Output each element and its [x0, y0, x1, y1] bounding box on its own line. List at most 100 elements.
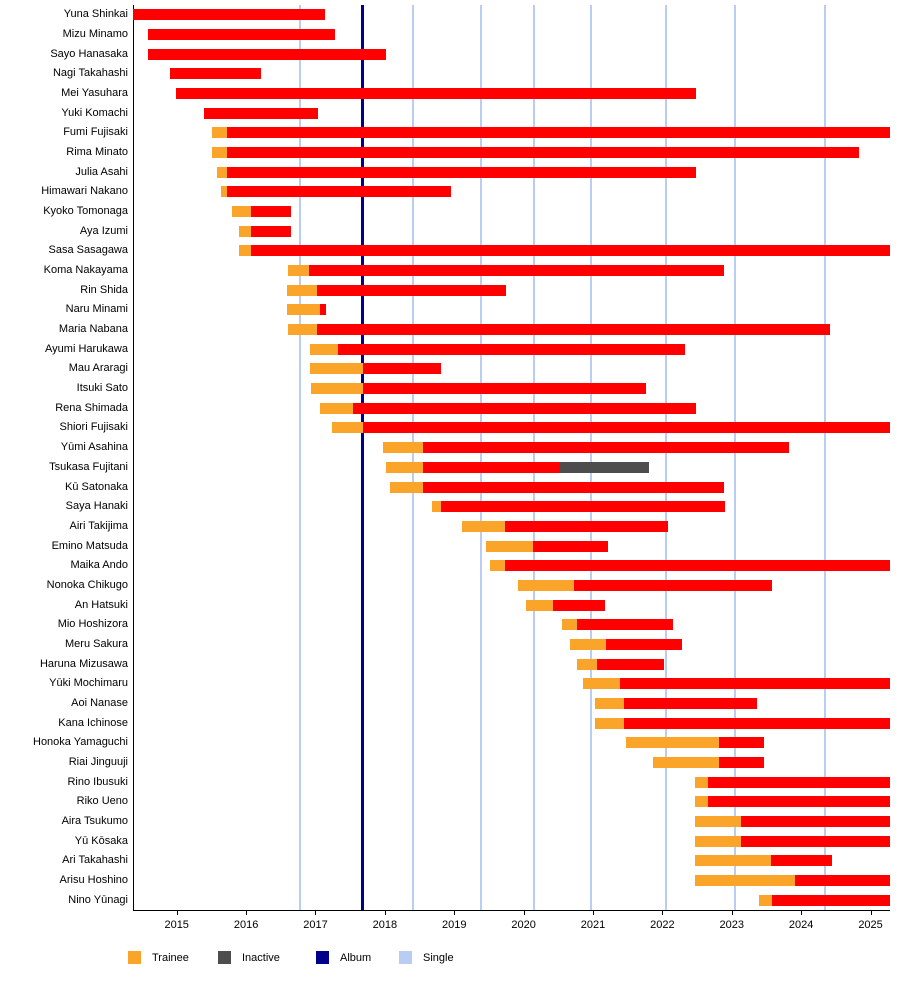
member-label: Honoka Yamaguchi [33, 736, 128, 749]
member-label: Mei Yasuhara [61, 87, 128, 100]
single-swatch [399, 951, 412, 964]
timeline-bar-trainee [595, 717, 625, 729]
timeline-bar-trainee [288, 324, 317, 336]
year-tick-label: 2024 [788, 919, 814, 931]
member-label: Ari Takahashi [62, 854, 128, 867]
timeline-bar-active [250, 225, 292, 237]
year-tick-label: 2023 [719, 919, 745, 931]
timeline-bar-active [624, 697, 757, 709]
timeline-bar-trainee [212, 147, 227, 159]
year-tick [384, 911, 386, 915]
timeline-bar-trainee [383, 442, 424, 454]
timeline-bar-active [719, 756, 765, 768]
timeline-bar-active [148, 48, 386, 60]
timeline-bar-active [352, 402, 697, 414]
member-label: Aoi Nanase [71, 696, 128, 709]
timeline-bar-active [794, 874, 890, 886]
member-label: Naru Minami [65, 303, 128, 316]
timeline-bar-active [316, 284, 507, 296]
legend-label-single: Single [423, 952, 454, 964]
member-label: Rin Shida [80, 283, 128, 296]
member-label: Kana Ichinose [58, 716, 128, 729]
year-tick [801, 911, 803, 915]
timeline-bar-trainee [309, 343, 338, 355]
timeline-bar-active [620, 678, 890, 690]
legend-label-album: Album [340, 952, 372, 964]
year-tick [662, 911, 664, 915]
member-label: Koma Nakayama [43, 264, 128, 277]
timeline-bar-trainee [239, 245, 251, 257]
single-release-line [589, 5, 592, 910]
timeline-bar-active [148, 29, 335, 40]
year-tick-label: 2015 [164, 919, 189, 931]
timeline-bar-active [532, 540, 608, 552]
timeline-bar-active [226, 147, 859, 159]
timeline-bar-active [362, 422, 890, 434]
member-label: Yuki Komachi [61, 106, 128, 119]
member-label: Arisu Hoshino [59, 873, 128, 886]
member-label: Julia Asahi [75, 165, 128, 178]
member-label: Maria Nabana [58, 323, 128, 336]
timeline-bar-trainee [239, 225, 251, 237]
member-label: Sasa Sasagawa [48, 244, 129, 257]
timeline-bar-active [605, 638, 682, 650]
member-label: Yūki Mochimaru [49, 677, 128, 690]
timeline-bar-trainee [561, 619, 578, 631]
timeline-bar-trainee [310, 383, 363, 395]
timeline-bar-trainee [212, 127, 227, 139]
timeline-bar-active [552, 599, 605, 611]
member-label: An Hatsuki [74, 598, 128, 611]
album-release-line [361, 5, 365, 910]
year-tick [731, 911, 733, 915]
year-tick-label: 2025 [858, 919, 883, 931]
member-label: Fumi Fujisaki [63, 126, 128, 139]
timeline-bar-active [250, 206, 292, 218]
timeline-bar-active [133, 9, 325, 21]
timeline-bar-active [624, 717, 890, 729]
timeline-bar-trainee [390, 481, 424, 493]
timeline-bar-active [772, 894, 890, 906]
timeline-bar-trainee [695, 776, 709, 788]
timeline-bar-active [423, 442, 790, 454]
single-release-line [664, 5, 667, 910]
timeline-bar-trainee [695, 835, 741, 847]
year-tick [454, 911, 456, 915]
timeline-bar-active [316, 324, 831, 336]
y-axis-line [133, 5, 134, 910]
timeline-bar-active [362, 383, 646, 395]
timeline-bar-trainee [570, 638, 606, 650]
timeline-bar-trainee [653, 756, 720, 768]
year-tick-label: 2017 [303, 919, 328, 931]
member-label: Mau Araragi [68, 362, 128, 375]
inactive-swatch [218, 951, 231, 964]
member-label: Riai Jinguuji [68, 755, 128, 768]
member-label: Aya Izumi [79, 224, 128, 237]
year-tick [523, 911, 525, 915]
member-label: Itsuki Sato [76, 382, 128, 395]
timeline-bar-trainee [309, 363, 363, 375]
timeline-bar-active [319, 304, 326, 316]
timeline-bar-trainee [287, 284, 317, 296]
timeline-bar-trainee [526, 599, 553, 611]
timeline-bar-trainee [216, 166, 227, 178]
year-tick [870, 911, 872, 915]
timeline-bar-trainee [695, 815, 741, 827]
single-release-line [412, 5, 415, 910]
member-label: Himawari Nakano [41, 185, 128, 198]
member-label: Rino Ibusuki [67, 775, 128, 788]
timeline-bar-active [250, 245, 890, 257]
member-label: Yū Kōsaka [74, 834, 128, 847]
x-axis-line [133, 910, 890, 911]
timeline-bar-trainee [385, 461, 424, 473]
member-label: Tsukasa Fujitani [49, 460, 128, 473]
timeline-bar-active [441, 501, 725, 513]
member-label: Aira Tsukumo [61, 814, 128, 827]
year-tick-label: 2016 [233, 919, 259, 931]
timeline-bar-trainee [695, 796, 709, 808]
timeline-bar-active [770, 855, 833, 867]
year-tick-label: 2019 [442, 919, 467, 931]
timeline-bar-trainee [319, 402, 353, 414]
member-label: Emino Matsuda [51, 539, 128, 552]
timeline-bar-active [719, 737, 765, 749]
timeline-bar-active [226, 127, 890, 139]
